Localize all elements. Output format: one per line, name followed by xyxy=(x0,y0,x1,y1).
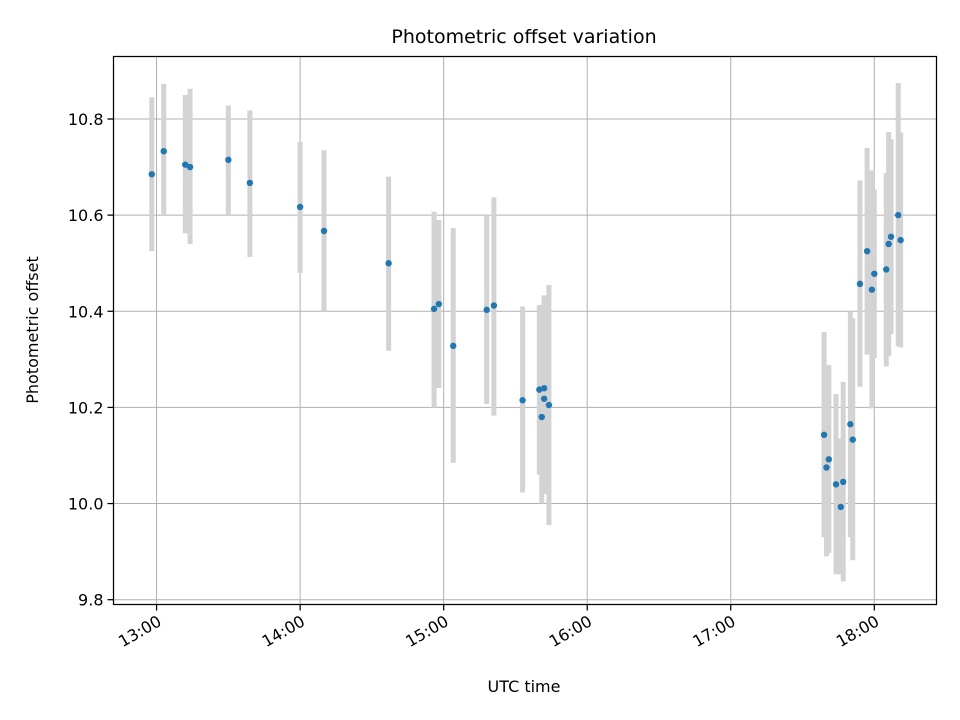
data-point xyxy=(823,464,830,471)
data-point xyxy=(849,436,856,443)
chart-title: Photometric offset variation xyxy=(391,26,656,48)
plot-frame xyxy=(112,55,938,606)
y-tick-label: 9.8 xyxy=(78,591,103,610)
y-tick-label: 10.4 xyxy=(68,302,104,321)
data-point xyxy=(885,240,892,248)
y-tick-label: 10.8 xyxy=(68,110,104,129)
data-point xyxy=(430,305,438,313)
data-point xyxy=(887,233,895,240)
data-point xyxy=(148,171,155,178)
data-point xyxy=(545,401,553,409)
x-axis-title: UTC time xyxy=(488,677,561,696)
data-point xyxy=(225,156,232,164)
y-axis-title: Photometric offset xyxy=(23,256,42,404)
data-point xyxy=(897,236,904,244)
y-tick-label: 10.2 xyxy=(68,398,104,417)
data-point xyxy=(837,503,845,511)
data-point xyxy=(847,421,854,428)
data-point xyxy=(538,413,545,421)
data-point xyxy=(246,179,254,187)
data-point xyxy=(519,397,526,404)
data-point xyxy=(883,266,890,273)
data-point xyxy=(820,431,828,439)
data-point xyxy=(540,384,548,392)
data-point xyxy=(856,280,864,288)
data-point xyxy=(160,147,167,155)
data-point xyxy=(296,203,304,211)
data-point xyxy=(182,161,189,168)
data-point xyxy=(868,286,876,293)
data-point xyxy=(825,456,833,463)
data-point xyxy=(385,260,392,267)
data-point xyxy=(839,478,847,486)
y-tick-label: 10.0 xyxy=(68,495,104,514)
y-tick-label: 10.6 xyxy=(68,206,104,225)
data-points xyxy=(148,147,904,511)
data-point xyxy=(871,270,878,277)
data-point xyxy=(895,211,902,219)
y-axis: 9.8 10.0 10.2 10.4 10.6 10.8 xyxy=(68,110,114,610)
data-point xyxy=(320,227,328,235)
data-point xyxy=(435,300,443,308)
data-point xyxy=(450,342,457,350)
data-point xyxy=(832,481,840,488)
data-point xyxy=(540,395,548,402)
data-point xyxy=(490,302,498,309)
data-point xyxy=(863,247,871,255)
data-point xyxy=(186,163,194,171)
data-point xyxy=(483,306,490,314)
